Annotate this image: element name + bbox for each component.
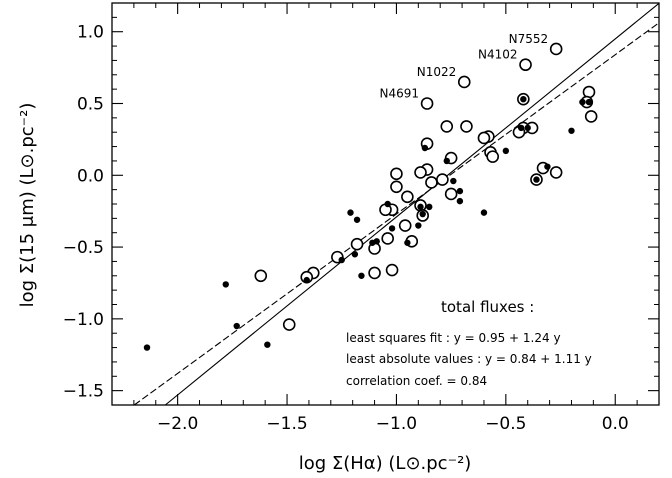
open-circle-series [254,42,598,331]
filled-point [421,144,429,152]
filled-point [419,210,426,218]
open-point [457,75,471,89]
filled-point [426,203,433,211]
open-point [477,131,491,145]
filled-point [264,341,271,348]
annotation-least-absolute: least absolute values : y = 0.84 + 1.11 … [346,352,592,366]
axis-ticks: −2.0 −1.5 −1.0 −0.5 0.0 −1.5 −1.0 −0.5 0.0 0.5 1.0 [63,2,660,434]
x-axis-label: log Σ(Hα) (L⊙.pc⁻²) [299,453,472,474]
galaxy-label: N7552 [509,32,549,46]
open-point [385,263,399,277]
open-point [519,58,532,72]
galaxy-label: N1022 [417,65,457,79]
open-point [401,190,414,204]
filled-point [544,163,551,170]
open-point [282,318,296,331]
filled-dot-series [143,95,593,351]
galaxy-label: N4691 [380,87,420,101]
y-tick-label: 1.0 [77,23,104,43]
y-tick-label: −0.5 [63,238,104,258]
filled-point [585,98,593,106]
x-tick-label: −1.5 [266,414,307,434]
filled-point [533,176,540,183]
filled-point [456,197,464,205]
filled-point [450,177,457,185]
y-tick-label: 0.5 [77,95,104,115]
filled-point [388,225,396,232]
open-point [460,120,473,133]
open-point [368,266,381,280]
x-tick-label: −2.0 [157,414,198,434]
open-point [436,173,449,186]
open-point [350,237,364,251]
filled-point [579,98,586,106]
y-tick-label: −1.5 [63,382,104,402]
filled-point [517,124,525,132]
open-point [420,97,434,110]
open-point [584,110,598,123]
y-axis-label: log Σ(15 μm) (L⊙.pc⁻²) [17,103,38,308]
annotation-title: total fluxes : [441,298,534,316]
annotation-correlation: correlation coef. = 0.84 [346,374,487,388]
least-squares-line [164,2,660,406]
filled-point [524,124,531,132]
galaxy-labels: N7552 N4102 N1022 N4691 [380,32,549,101]
filled-point [233,322,240,330]
filled-point [502,147,510,155]
open-point [254,269,268,283]
x-tick-label: −1.0 [376,414,417,434]
x-tick-label: 0.0 [602,414,629,434]
filled-point [347,209,354,216]
filled-point [358,272,365,279]
open-point [381,232,394,245]
filled-point [353,216,361,223]
filled-point [417,203,424,211]
x-tick-label: −0.5 [485,414,526,434]
filled-point [384,200,391,208]
filled-point [338,256,345,264]
open-point [398,219,412,232]
open-point [414,166,427,179]
filled-point [373,238,380,245]
open-point [549,166,563,179]
galaxy-label: N4102 [478,48,518,62]
open-point [444,187,458,201]
filled-point [415,222,422,229]
filled-point [143,344,151,351]
open-point [486,150,500,163]
filled-point [303,276,310,284]
filled-point [456,187,464,195]
filled-point [520,95,527,103]
open-point [390,180,403,194]
filled-point [404,239,411,246]
open-point [390,167,403,181]
annotation-least-squares: least squares fit : y = 0.95 + 1.24 y [346,331,561,345]
y-tick-label: −1.0 [63,310,104,330]
filled-point [443,157,450,165]
open-point [549,42,563,56]
y-tick-label: 0.0 [77,166,104,186]
filled-point [222,281,229,288]
filled-point [480,209,488,216]
open-point [440,120,454,133]
open-point [582,85,596,99]
open-point [425,176,438,189]
stats-annotation: total fluxes : least squares fit : y = 0… [346,298,592,388]
filled-point [351,251,359,258]
filled-point [568,127,575,134]
